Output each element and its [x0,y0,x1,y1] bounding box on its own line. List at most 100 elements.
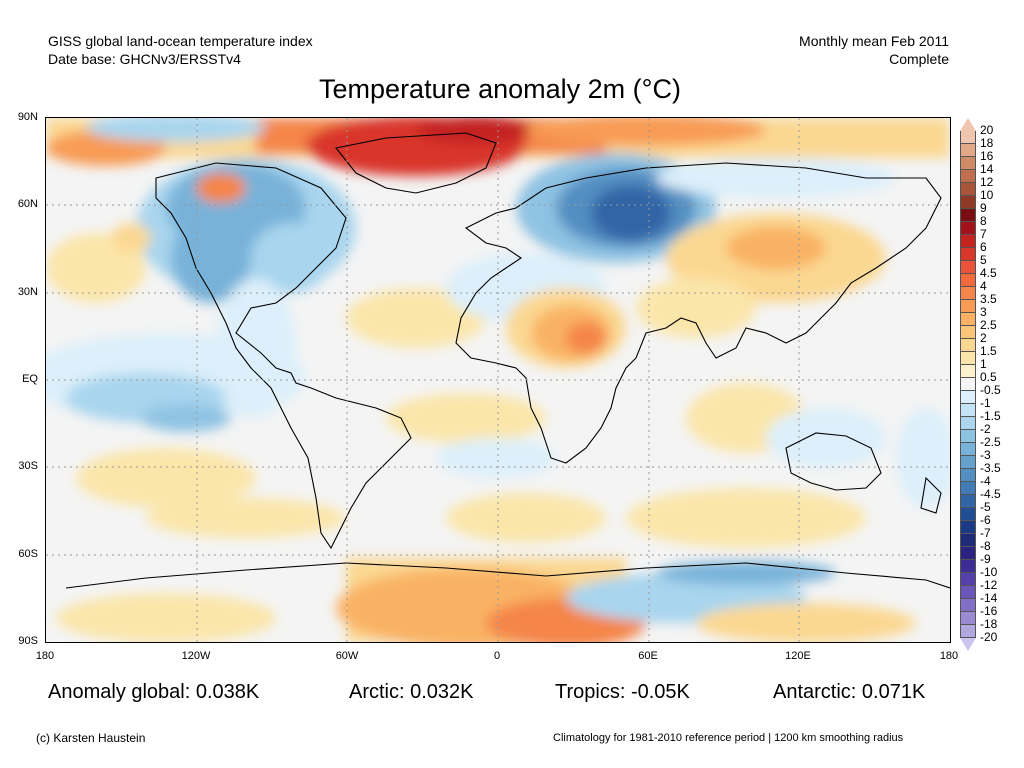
lat-label: 90N [17,111,38,123]
colorbar-swatch [960,586,976,599]
colorbar-swatch [960,573,976,586]
colorbar-swatch [960,456,976,469]
colorbar-label: -18 [980,617,998,631]
colorbar-bottom-arrow [960,638,976,651]
period-label: Monthly mean Feb 2011 [799,33,949,49]
lat-label: 60S [18,548,38,560]
colorbar-label: -3.5 [980,461,1001,475]
anomaly-map [45,117,951,643]
header-left: GISS global land-ocean temperature index… [48,32,313,68]
colorbar-swatch [960,131,976,144]
stat-antarctic: Antarctic: 0.071K [773,681,926,703]
colorbar-label: 6 [980,240,987,254]
colorbar-swatch [960,534,976,547]
colorbar-swatch [960,612,976,625]
colorbar-label: -14 [980,591,998,605]
colorbar-swatch [960,339,976,352]
stat-tropics: Tropics: -0.05K [555,681,690,703]
lat-label: 30N [17,286,38,298]
stat-global: Anomaly global: 0.038K [48,681,260,703]
dataset-title: GISS global land-ocean temperature index [48,33,313,49]
colorbar-swatch [960,482,976,495]
lon-label: 0 [493,650,501,662]
colorbar-label: -5 [980,500,991,514]
colorbar-label: 7 [980,227,987,241]
colorbar-swatch [960,547,976,560]
colorbar-label: 4 [980,279,987,293]
colorbar-swatch [960,599,976,612]
colorbar-swatch [960,170,976,183]
data-base: Date base: GHCNv3/ERSSTv4 [48,51,241,67]
lat-label: 60N [17,198,38,210]
lon-label: 180 [35,650,55,662]
colorbar-label: -8 [980,539,991,553]
colorbar-label: 8 [980,214,987,228]
colorbar-swatch [960,274,976,287]
colorbar-swatch [960,222,976,235]
colorbar-swatch [960,365,976,378]
colorbar-label: -10 [980,565,998,579]
colorbar-swatch [960,300,976,313]
lon-label: 60E [638,650,658,662]
colorbar-swatch [960,248,976,261]
anomaly-field [46,118,950,642]
colorbar-label: -2.5 [980,435,1001,449]
colorbar-label: 2 [980,331,987,345]
colorbar-swatch [960,495,976,508]
lon-label: 180 [939,650,959,662]
colorbar-label: -16 [980,604,998,618]
map-title: Temperature anomaly 2m (°C) [319,74,681,104]
colorbar-label: 5 [980,253,987,267]
colorbar-swatch [960,378,976,391]
lon-label: 120W [181,650,211,662]
colorbar-label: 16 [980,149,994,163]
colorbar-swatch [960,417,976,430]
colorbar-swatch [960,313,976,326]
graticule [46,118,950,642]
colorbar-swatch [960,326,976,339]
colorbar-swatch [960,183,976,196]
colorbar-label: 12 [980,175,994,189]
header-right: Monthly mean Feb 2011 Complete [799,32,949,68]
colorbar-label: -1 [980,396,991,410]
colorbar-label: -3 [980,448,991,462]
colorbar-label: 0.5 [980,370,997,384]
colorbar-label: 1.5 [980,344,997,358]
colorbar-swatch [960,625,976,638]
colorbar-swatch [960,391,976,404]
colorbar-label: 9 [980,201,987,215]
colorbar-swatch [960,209,976,222]
colorbar-swatch [960,144,976,157]
colorbar-swatch [960,469,976,482]
colorbar-label: 3.5 [980,292,997,306]
colorbar-swatch [960,521,976,534]
colorbar-swatch [960,196,976,209]
colorbar-swatch [960,508,976,521]
colorbar-swatch [960,443,976,456]
colorbar-label: -4 [980,474,991,488]
colorbar-label: 20 [980,123,994,137]
lat-label: 90S [18,635,38,647]
lon-label: 120E [785,650,811,662]
colorbar-swatch [960,352,976,365]
colorbar-swatch [960,404,976,417]
lon-label: 60W [335,650,359,662]
colorbar-swatch [960,157,976,170]
colorbar-label: 4.5 [980,266,997,280]
colorbar-label: -0.5 [980,383,1001,397]
anomaly-shading [46,118,950,642]
colorbar-label: -20 [980,630,998,644]
colorbar-top-arrow [960,118,976,131]
colorbar-label: 14 [980,162,994,176]
completeness-label: Complete [889,51,949,67]
colorbar-swatch [960,287,976,300]
colorbar-label: -4.5 [980,487,1001,501]
colorbar-label: -9 [980,552,991,566]
lat-label: EQ [22,373,38,385]
climatology-note: Climatology for 1981-2010 reference peri… [553,732,904,744]
stat-arctic: Arctic: 0.032K [349,681,474,703]
copyright: (c) Karsten Haustein [36,731,146,745]
colorbar-swatch [960,430,976,443]
colorbar [960,118,976,651]
coastlines [65,132,950,589]
